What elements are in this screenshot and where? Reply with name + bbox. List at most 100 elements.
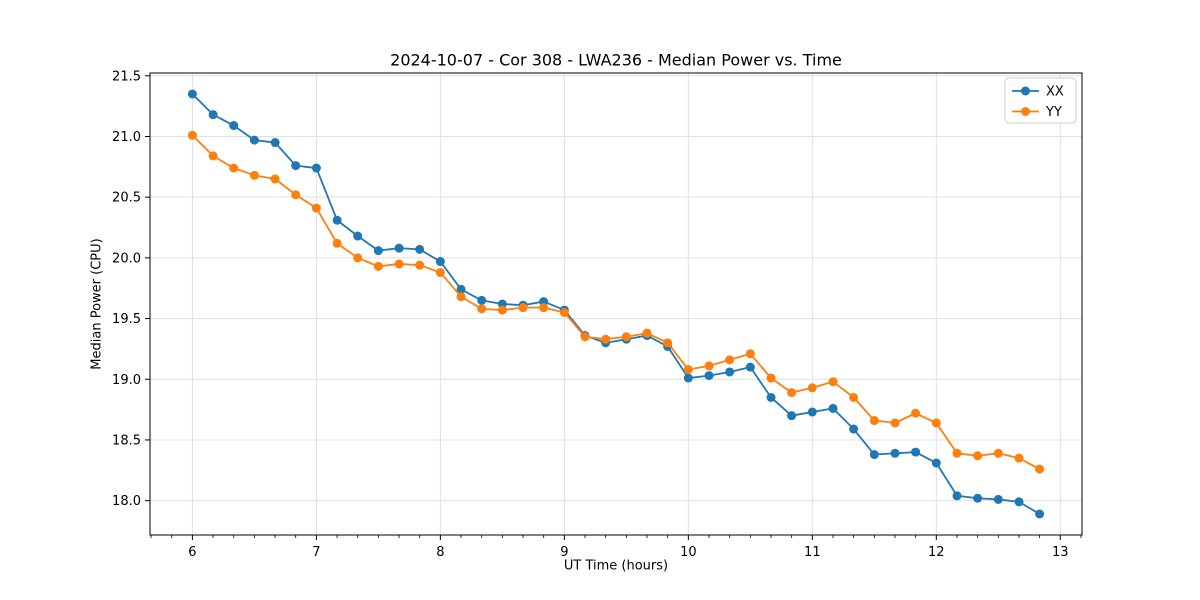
data-point-marker-YY bbox=[725, 355, 735, 365]
x-axis-label: UT Time (hours) bbox=[563, 558, 669, 574]
data-point-marker-YY bbox=[456, 292, 466, 302]
data-point-marker-YY bbox=[704, 361, 714, 371]
data-point-marker-XX bbox=[911, 447, 921, 457]
data-point-marker-YY bbox=[663, 338, 673, 348]
axes-frame bbox=[149, 72, 1083, 536]
y-tick-label: 21.5 bbox=[112, 69, 141, 84]
x-tick-label: 9 bbox=[560, 545, 568, 560]
data-point-marker-XX bbox=[477, 295, 487, 305]
data-point-marker-YY bbox=[229, 163, 239, 173]
plot-background bbox=[150, 73, 1082, 535]
data-point-marker-YY bbox=[683, 365, 693, 375]
data-point-marker-XX bbox=[828, 403, 838, 413]
data-point-marker-YY bbox=[642, 328, 652, 338]
legend-box bbox=[1004, 77, 1077, 124]
data-point-marker-XX bbox=[270, 138, 280, 148]
data-point-marker-YY bbox=[187, 130, 197, 140]
data-point-marker-YY bbox=[394, 259, 404, 269]
data-point-marker-XX bbox=[745, 362, 755, 372]
data-point-marker-YY bbox=[497, 305, 507, 315]
data-point-marker-XX bbox=[869, 450, 879, 460]
y-axis-label: Median Power (CPU) bbox=[89, 238, 105, 370]
chart-title: 2024-10-07 - Cor 308 - LWA236 - Median P… bbox=[390, 50, 842, 70]
data-point-marker-YY bbox=[1035, 464, 1045, 474]
data-point-marker-XX bbox=[807, 407, 817, 417]
data-point-marker-YY bbox=[415, 260, 425, 270]
data-point-marker-YY bbox=[1014, 453, 1024, 463]
y-tick-label: 18.0 bbox=[112, 494, 141, 509]
data-point-marker-YY bbox=[311, 203, 321, 213]
data-point-marker-XX bbox=[373, 246, 383, 256]
data-point-marker-YY bbox=[580, 332, 590, 342]
data-point-marker-XX bbox=[849, 424, 859, 434]
x-tick-label: 7 bbox=[312, 545, 320, 560]
data-point-marker-XX bbox=[766, 392, 776, 402]
legend-marker bbox=[1021, 107, 1030, 116]
data-point-marker-XX bbox=[1035, 509, 1045, 519]
x-tick-label: 11 bbox=[804, 545, 821, 560]
y-tick-label: 18.5 bbox=[112, 433, 141, 448]
y-tick-label: 20.0 bbox=[112, 251, 141, 266]
data-point-marker-YY bbox=[435, 267, 445, 277]
y-tick-label: 20.5 bbox=[112, 191, 141, 206]
legend-label: YY bbox=[1045, 105, 1062, 120]
data-point-marker-YY bbox=[766, 373, 776, 383]
data-point-marker-YY bbox=[849, 392, 859, 402]
y-tick-label: 19.0 bbox=[112, 373, 141, 388]
data-point-marker-YY bbox=[952, 448, 962, 458]
data-point-marker-XX bbox=[229, 121, 239, 131]
data-point-marker-XX bbox=[973, 493, 983, 503]
data-point-marker-YY bbox=[249, 170, 259, 180]
data-point-marker-XX bbox=[311, 163, 321, 173]
x-tick-label: 10 bbox=[680, 545, 697, 560]
legend: XX YY bbox=[1004, 77, 1077, 124]
data-point-marker-YY bbox=[270, 174, 280, 184]
data-point-marker-XX bbox=[332, 215, 342, 225]
data-point-marker-XX bbox=[993, 494, 1003, 504]
data-point-marker-YY bbox=[621, 332, 631, 342]
legend-marker bbox=[1021, 86, 1030, 96]
data-point-marker-XX bbox=[208, 110, 218, 120]
data-point-marker-YY bbox=[869, 416, 879, 426]
data-point-marker-YY bbox=[477, 304, 487, 314]
legend-label: XX bbox=[1046, 85, 1064, 100]
data-point-marker-XX bbox=[435, 257, 445, 267]
data-point-marker-YY bbox=[518, 303, 528, 313]
y-tick-label: 21.0 bbox=[112, 130, 141, 145]
data-point-marker-YY bbox=[890, 418, 900, 428]
data-point-marker-YY bbox=[787, 388, 797, 398]
data-point-marker-XX bbox=[787, 411, 797, 421]
y-tick-label: 19.5 bbox=[112, 312, 141, 327]
data-point-marker-YY bbox=[911, 408, 921, 418]
data-point-marker-YY bbox=[807, 383, 817, 393]
data-point-marker-XX bbox=[394, 243, 404, 253]
data-point-marker-XX bbox=[1014, 497, 1024, 507]
data-point-marker-YY bbox=[332, 238, 342, 248]
data-point-marker-XX bbox=[931, 458, 941, 468]
data-point-marker-YY bbox=[373, 261, 383, 271]
data-point-marker-XX bbox=[291, 161, 301, 171]
data-point-marker-XX bbox=[952, 491, 962, 501]
data-point-marker-YY bbox=[291, 190, 301, 200]
x-tick-label: 12 bbox=[928, 545, 945, 560]
data-point-marker-YY bbox=[828, 377, 838, 387]
data-point-marker-XX bbox=[187, 89, 197, 99]
data-point-marker-YY bbox=[539, 303, 549, 313]
data-point-marker-XX bbox=[704, 371, 714, 381]
data-point-marker-YY bbox=[931, 418, 941, 428]
data-point-marker-XX bbox=[353, 231, 363, 241]
data-point-marker-YY bbox=[208, 151, 218, 161]
data-point-marker-YY bbox=[993, 448, 1003, 458]
x-tick-label: 8 bbox=[436, 545, 444, 560]
data-point-marker-YY bbox=[601, 334, 611, 344]
x-tick-label: 13 bbox=[1052, 545, 1069, 560]
data-point-marker-YY bbox=[559, 307, 569, 317]
data-point-marker-XX bbox=[725, 367, 735, 377]
data-point-marker-XX bbox=[683, 373, 693, 383]
data-point-marker-XX bbox=[456, 284, 466, 294]
data-point-marker-XX bbox=[415, 244, 425, 254]
data-point-marker-YY bbox=[353, 253, 363, 263]
data-point-marker-YY bbox=[745, 349, 755, 359]
